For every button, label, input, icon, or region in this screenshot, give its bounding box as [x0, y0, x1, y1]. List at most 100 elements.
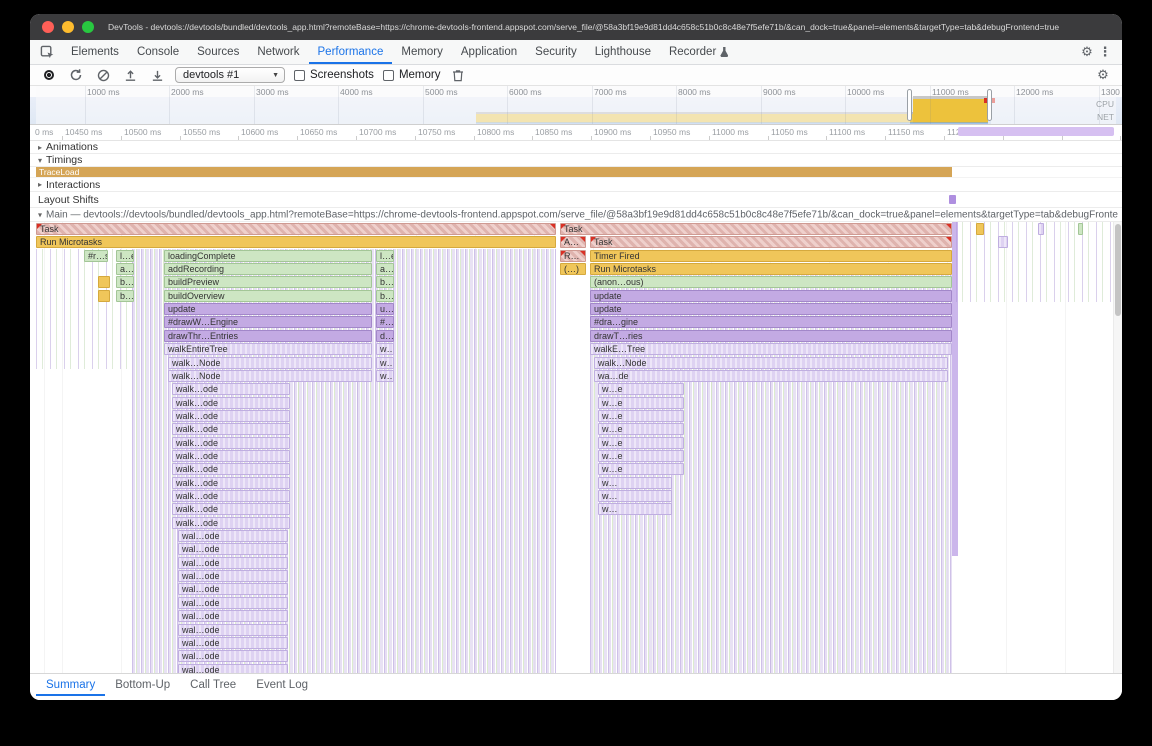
flame-event[interactable]: u… — [376, 303, 394, 316]
flame-event[interactable]: walk…ode — [172, 449, 290, 462]
more-options-icon[interactable]: ⋮ — [1098, 44, 1112, 59]
flame-event[interactable]: wal…ode — [178, 610, 288, 623]
flame-event[interactable]: update — [590, 289, 952, 302]
track-main-header[interactable]: ▾ Main — devtools://devtools/bundled/devt… — [30, 208, 1122, 222]
tab-lighthouse[interactable]: Lighthouse — [594, 46, 651, 58]
flame-event[interactable]: wal…ode — [178, 636, 288, 649]
flame-event[interactable]: buildOverview — [164, 289, 372, 302]
flame-event[interactable]: #r…s — [84, 249, 108, 262]
vertical-scrollbar[interactable] — [1113, 222, 1122, 673]
flame-event[interactable]: loadingComplete — [164, 249, 372, 262]
tab-recorder[interactable]: Recorder — [660, 40, 737, 64]
flame-event[interactable] — [976, 223, 984, 235]
flame-event[interactable]: l…e — [116, 249, 134, 262]
flame-event[interactable]: w… — [376, 343, 394, 356]
flame-event[interactable]: wal…ode — [178, 556, 288, 569]
flame-event[interactable]: w…e — [598, 383, 684, 396]
flame-event[interactable]: wal…ode — [178, 623, 288, 636]
timeline-overview[interactable]: CPU NET 1000 ms 2000 ms 3000 ms 4000 ms 5000… — [30, 86, 1122, 125]
flame-event[interactable]: w…e — [598, 463, 684, 476]
minimize-window-button[interactable] — [62, 21, 74, 33]
flame-event[interactable]: Task — [590, 236, 952, 249]
tab-console[interactable]: Console — [136, 46, 180, 58]
flame-event[interactable]: #dra…gine — [590, 316, 952, 329]
layout-shift-marker[interactable] — [949, 195, 956, 204]
flame-event[interactable]: walk…ode — [172, 476, 290, 489]
flame-event[interactable]: walk…ode — [172, 463, 290, 476]
screenshots-checkbox[interactable]: Screenshots — [294, 69, 374, 81]
flame-event[interactable]: update — [164, 303, 372, 316]
track-timings[interactable]: ▾ Timings — [30, 154, 1122, 167]
flame-event[interactable] — [1038, 223, 1044, 235]
flame-event[interactable]: walk…Node — [168, 369, 372, 382]
flame-event[interactable]: walk…ode — [172, 396, 290, 409]
bottom-tab-bottom-up[interactable]: Bottom-Up — [115, 679, 171, 691]
tab-memory[interactable]: Memory — [401, 46, 443, 58]
flame-event[interactable]: a… — [116, 263, 134, 276]
load-profile-button[interactable] — [121, 66, 139, 84]
close-window-button[interactable] — [42, 21, 54, 33]
timeline-ruler[interactable]: 0 ms 10450 ms 10500 ms 10550 ms 10600 ms 1065… — [30, 125, 1122, 141]
flame-event[interactable]: walk…ode — [172, 423, 290, 436]
flame-event[interactable]: b… — [376, 276, 394, 289]
flame-event[interactable]: w… — [598, 476, 672, 489]
flame-event[interactable]: walk…ode — [172, 383, 290, 396]
flame-event[interactable]: wa…de — [594, 369, 948, 382]
flame-event[interactable]: Run Microtasks — [36, 236, 556, 249]
flame-event[interactable]: R… — [560, 249, 586, 262]
tab-performance[interactable]: Performance — [309, 40, 393, 64]
flame-event[interactable]: walk…ode — [172, 409, 290, 422]
flame-event[interactable]: walkE…Tree — [590, 343, 952, 356]
collapse-triangle-icon[interactable]: ▸ — [38, 180, 43, 189]
reload-and-record-button[interactable] — [67, 66, 85, 84]
bottom-tab-call-tree[interactable]: Call Tree — [190, 679, 237, 691]
flame-event[interactable]: Task — [36, 223, 556, 235]
flame-event[interactable]: walkEntireTree — [164, 343, 372, 356]
track-layout-shifts[interactable]: Layout Shifts — [30, 192, 1122, 208]
flame-event[interactable]: drawT…ries — [590, 329, 952, 342]
flame-event[interactable]: walk…Node — [168, 356, 372, 369]
flame-event[interactable] — [98, 276, 110, 289]
flame-event[interactable]: wal…ode — [178, 650, 288, 663]
flame-event[interactable]: b… — [116, 289, 134, 302]
flame-event[interactable]: w… — [376, 356, 394, 369]
selection-handle-right[interactable] — [987, 89, 992, 121]
flame-event[interactable]: w…e — [598, 423, 684, 436]
zoom-window-button[interactable] — [82, 21, 94, 33]
tab-elements[interactable]: Elements — [71, 46, 119, 58]
flame-event[interactable]: (anon…ous) — [590, 276, 952, 289]
flame-event[interactable]: w…e — [598, 396, 684, 409]
collapse-triangle-icon[interactable]: ▾ — [38, 210, 43, 219]
flame-event[interactable]: wal…ode — [178, 530, 288, 543]
flame-event[interactable]: buildPreview — [164, 276, 372, 289]
flame-event[interactable]: Timer Fired — [590, 249, 952, 262]
flame-event[interactable]: walk…ode — [172, 503, 290, 516]
flame-event[interactable]: wal…ode — [178, 596, 288, 609]
flame-event[interactable]: #… — [376, 316, 394, 329]
flame-event[interactable]: b… — [116, 276, 134, 289]
profile-select[interactable]: devtools #1 ▼ — [175, 67, 285, 83]
inspect-icon[interactable] — [38, 43, 56, 61]
flame-event[interactable]: Task — [560, 223, 952, 235]
flame-event[interactable]: w…e — [598, 436, 684, 449]
clear-button[interactable] — [94, 66, 112, 84]
trash-icon[interactable] — [449, 66, 467, 84]
track-animations[interactable]: ▸ Animations — [30, 141, 1122, 154]
selection-handle-left[interactable] — [907, 89, 912, 121]
flame-event[interactable]: walk…ode — [172, 436, 290, 449]
save-profile-button[interactable] — [148, 66, 166, 84]
flame-event[interactable]: w…e — [598, 449, 684, 462]
flame-event[interactable]: l…e — [376, 249, 394, 262]
flame-event[interactable]: walk…ode — [172, 516, 290, 529]
memory-checkbox[interactable]: Memory — [382, 69, 440, 81]
flame-event[interactable]: w…e — [598, 409, 684, 422]
flame-event[interactable]: wal…ode — [178, 663, 288, 673]
flame-event[interactable]: a… — [376, 263, 394, 276]
flame-event[interactable] — [1078, 223, 1083, 235]
flame-event[interactable]: A… — [560, 236, 586, 249]
flame-event[interactable]: walk…Node — [594, 356, 948, 369]
collapse-triangle-icon[interactable]: ▸ — [38, 142, 43, 152]
flame-event[interactable] — [998, 236, 1008, 249]
tab-security[interactable]: Security — [535, 46, 577, 58]
flame-event[interactable]: drawThr…Entries — [164, 329, 372, 342]
